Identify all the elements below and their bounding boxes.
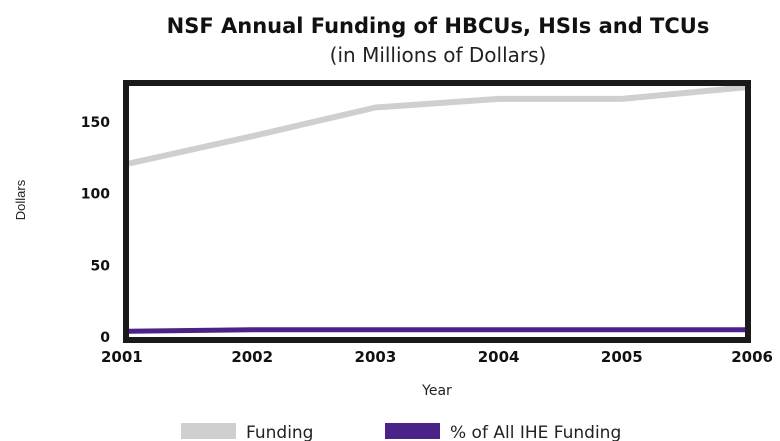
chart-title: NSF Annual Funding of HBCUs, HSIs and TC… (167, 14, 710, 38)
x-tick-label: 2005 (601, 348, 643, 366)
chart-subtitle: (in Millions of Dollars) (330, 43, 547, 67)
x-tick-label: 2003 (355, 348, 397, 366)
y-axis-label: Dollars (13, 179, 28, 220)
y-tick-label: 50 (91, 258, 111, 274)
y-tick-label: 0 (100, 330, 110, 346)
series-line-ihe-percent (128, 327, 745, 334)
y-tick-label: 100 (81, 187, 110, 203)
legend-swatch (181, 423, 236, 439)
legend-label: Funding (246, 423, 313, 441)
x-tick-label: 2001 (101, 348, 143, 366)
legend-label: % of All IHE Funding (450, 423, 621, 441)
x-axis-ticks: 2001 2002 2003 2004 2005 2006 (101, 348, 773, 366)
legend: Funding % of All IHE Funding (181, 423, 621, 441)
x-tick-label: 2004 (478, 348, 520, 366)
y-tick-label: 150 (81, 115, 110, 131)
plot-frame (123, 80, 751, 343)
plot-lines (128, 84, 746, 334)
y-axis-ticks: 0 50 100 150 (81, 115, 110, 346)
x-tick-label: 2002 (231, 348, 273, 366)
legend-swatch (385, 423, 440, 439)
x-tick-label: 2006 (731, 348, 773, 366)
series-line-funding (128, 84, 746, 167)
x-axis-label: Year (421, 383, 452, 399)
